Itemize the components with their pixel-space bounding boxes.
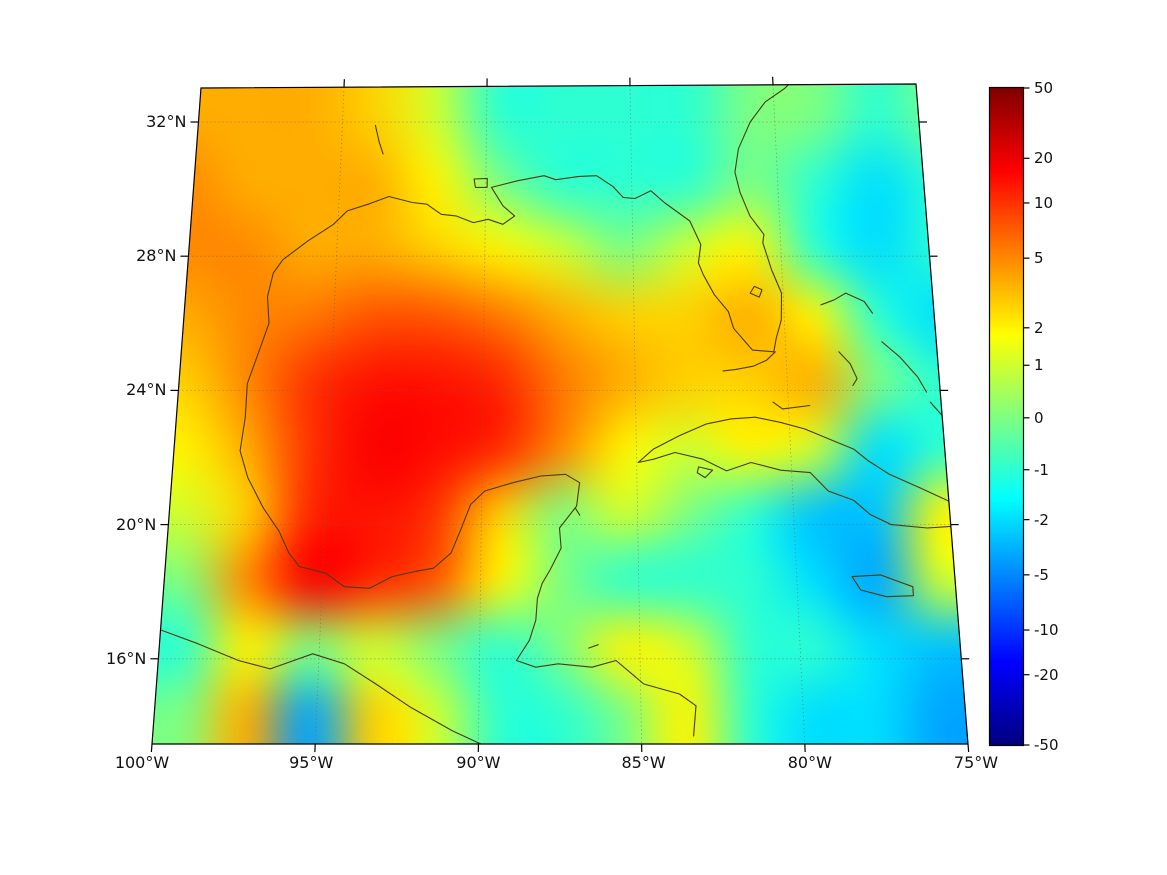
colorbar-tick-label: -20 bbox=[1034, 665, 1059, 684]
lon-tick-label: 95°W bbox=[289, 753, 334, 772]
lon-tick-label: 100°W bbox=[114, 753, 170, 772]
colorbar-tick-label: -1 bbox=[1034, 460, 1049, 479]
colorbar-tick-label: 2 bbox=[1034, 318, 1044, 337]
lat-tick-label: 16°N bbox=[106, 648, 147, 668]
colorbar-tick-label: 1 bbox=[1034, 356, 1044, 375]
lon-tick-label: 85°W bbox=[621, 753, 666, 772]
colorbar-tick-label: -2 bbox=[1034, 510, 1049, 529]
colorbar-tick-label: -50 bbox=[1034, 736, 1059, 754]
map-heatmap-canvas bbox=[152, 84, 968, 744]
lat-tick-label: 24°N bbox=[126, 380, 167, 400]
colorbar bbox=[990, 88, 1023, 745]
colorbar-tick-label: 20 bbox=[1034, 149, 1054, 168]
colorbar-tick-label: -5 bbox=[1034, 565, 1049, 584]
lat-tick-label: 20°N bbox=[116, 514, 157, 534]
colorbar-tick-label: 0 bbox=[1034, 408, 1044, 427]
lat-tick-label: 28°N bbox=[136, 246, 177, 266]
lon-tick-label: 75°W bbox=[953, 753, 999, 772]
colorbar-tick-label: 10 bbox=[1034, 193, 1054, 212]
lon-tick-label: 90°W bbox=[456, 753, 501, 772]
lat-tick-label: 32°N bbox=[146, 112, 187, 131]
colorbar-tick-label: 5 bbox=[1034, 249, 1044, 268]
lon-tick-label: 80°W bbox=[787, 753, 832, 772]
colorbar-tick-label: -10 bbox=[1034, 621, 1059, 640]
colorbar-tick-label: 50 bbox=[1034, 79, 1054, 97]
